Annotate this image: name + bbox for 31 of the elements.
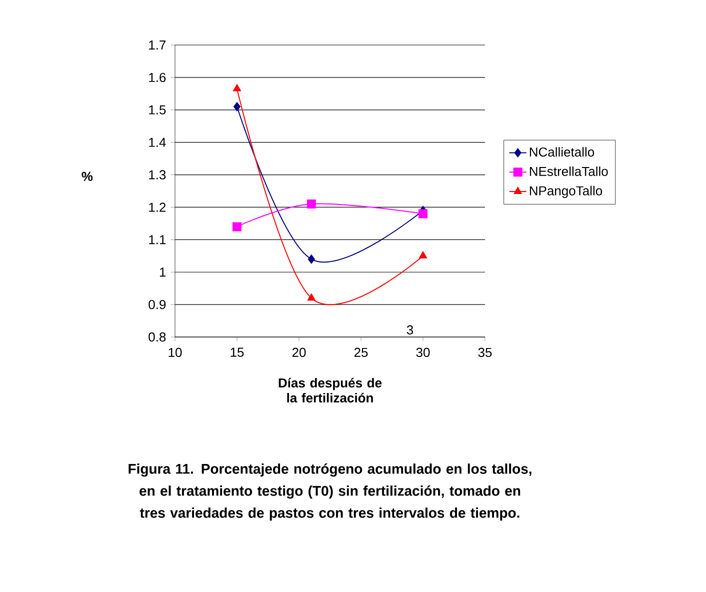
point [419, 251, 427, 258]
point [307, 294, 316, 301]
y-tick-label: 1.7 [149, 40, 166, 50]
x-tick-label: 35 [478, 348, 492, 358]
y-tick-label: 1.6 [149, 72, 166, 82]
point [234, 102, 241, 112]
y-axis-title: % [82, 172, 93, 181]
x-axis-title: Días después de la fertilización [278, 378, 382, 403]
y-tick-label: 1.4 [149, 138, 166, 147]
point [418, 209, 428, 218]
x-tick-label: 25 [354, 348, 368, 358]
y-tick-label: 0.8 [148, 332, 166, 342]
y-tick-label: 1.2 [149, 202, 166, 212]
y-tick-label: 0.9 [148, 300, 166, 310]
y-tick-label: 1 [160, 268, 166, 277]
point [232, 222, 242, 232]
x-tick-label: 30 [416, 348, 430, 358]
y-tick-label: 1.5 [149, 105, 166, 114]
legend-label: NEstrellaTallo [530, 166, 608, 176]
y-tick-label: 1.1 [149, 235, 166, 244]
point [233, 84, 241, 92]
x-tick-label: 15 [230, 348, 244, 357]
point [306, 199, 316, 208]
legend-label: NCallietallo [530, 147, 594, 157]
point [308, 254, 315, 264]
y-tick-label: 1.3 [149, 170, 166, 180]
legend-label: NPangoTallo [530, 186, 602, 198]
x-tick-label: 20 [292, 348, 306, 358]
annotation: 3 [406, 325, 414, 334]
x-tick-label: 10 [168, 348, 182, 358]
text: Figura 11. Porcentajede notrógeno acumulado en los tallos, en el tratamiento testigo (T0) sin fertilización, tomado en tres variedades de pastos con tres intervalos de tiempo. [128, 463, 532, 521]
